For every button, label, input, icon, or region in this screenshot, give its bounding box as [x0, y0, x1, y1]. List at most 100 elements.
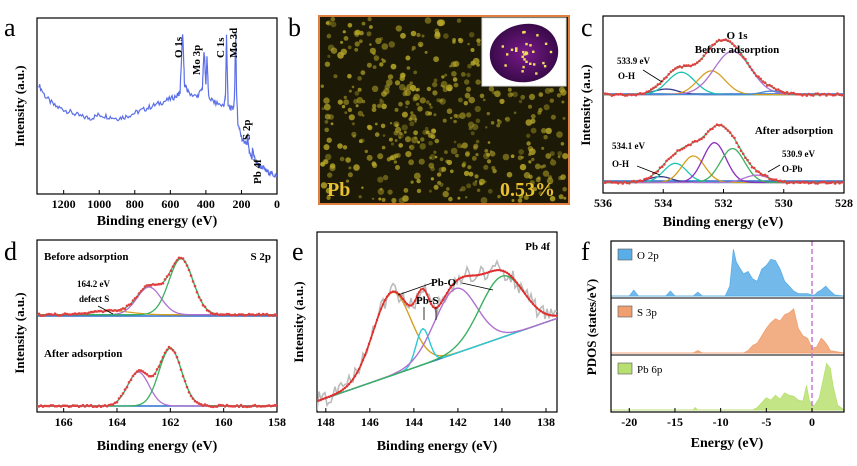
panel-e-fit-point [529, 300, 533, 303]
panel-b-map-dot [398, 143, 404, 148]
panel-b-map-dot [518, 99, 523, 104]
panel-b-map-dot [405, 151, 412, 158]
panel-b-map-dot [403, 188, 409, 193]
panel-c-after-raw-point [623, 180, 627, 184]
panel-c-after-raw-point [641, 180, 644, 183]
panel-b-map-dot [434, 31, 441, 37]
panel-b-map-dot [428, 140, 433, 146]
panel-b-map-dot [324, 113, 331, 120]
panel-b-map-dot [381, 91, 387, 97]
panel-d-before-raw-point [137, 292, 141, 295]
panel-e-fit-point [359, 363, 363, 366]
panel-d-after-raw-point [261, 405, 265, 408]
panel-b-map-dot [344, 111, 348, 114]
panel-b-map-dot [557, 151, 563, 156]
panel-d-after-raw-point [147, 374, 151, 378]
panel-a-annotation-mo3d: Mo 3d [228, 28, 240, 58]
panel-b-inset-dot [529, 62, 532, 65]
panel-c-before-raw-point [838, 93, 841, 96]
panel-b-map-dot [393, 160, 397, 164]
panel-b-map-dot [354, 90, 360, 96]
panel-d-before-raw-point [205, 309, 209, 312]
panel-d-after-raw-point [165, 348, 169, 352]
panel-b-inset-dot [529, 44, 532, 47]
panel-c-after-raw-point [814, 182, 817, 185]
panel-b-map-dot [475, 79, 481, 85]
panel-e-fit-point [425, 293, 429, 296]
panel-e-ann-pbo: Pb-O [431, 277, 457, 289]
panel-e-fit-point [411, 302, 415, 306]
panel-f-tick-label: -5 [761, 415, 771, 429]
panel-e-fit-point [473, 274, 477, 277]
panel-c-after-raw-point [812, 180, 815, 184]
panel-e-fit-point [535, 306, 539, 310]
panel-b-map-dot [446, 108, 453, 114]
panel-f-area-1 [611, 308, 845, 354]
panel-b-inset-dot [521, 70, 524, 73]
panel-b-map-dot [457, 196, 461, 200]
panel-d-before-raw-point [199, 299, 203, 302]
panel-d-after-raw-point [249, 405, 253, 408]
panel-d-before-raw-point [153, 283, 157, 287]
panel-b-map-dot [475, 153, 479, 157]
panel-b-map-dot [384, 84, 390, 90]
panel-d-before-raw-point [73, 312, 77, 315]
panel-b-map-dot [449, 116, 453, 120]
panel-d-after-raw-point [171, 349, 175, 352]
panel-d-before-raw-point [77, 312, 81, 315]
panel-b-map-dot [486, 152, 491, 157]
panel-b-map-dot [410, 30, 417, 37]
panel-d-before-raw-point [71, 312, 75, 316]
panel-d-after-raw-point [221, 404, 225, 407]
panel-c-after-raw-point [731, 134, 734, 138]
panel-c-after-raw-point [660, 165, 664, 168]
panel-b-map-dot [377, 176, 384, 183]
panel-d-after-raw-point [151, 374, 155, 378]
panel-c-before-raw-point [632, 93, 635, 96]
panel-c-before-raw-point [671, 68, 675, 72]
panel-c-after-raw-point [656, 169, 660, 173]
panel-c-before-raw-point [728, 40, 732, 43]
panel-e-arrow-pbo-right [461, 282, 494, 291]
panel-d-before-raw-point [39, 314, 43, 318]
panel-b-map-dot [348, 89, 352, 93]
panel-b-map-dot [549, 98, 554, 103]
panel-c-after-raw-point [755, 169, 758, 173]
panel-b-map-dot [404, 89, 412, 96]
panel-e-fit-point [371, 330, 375, 334]
panel-d-before-raw-point [79, 312, 83, 316]
panel-c-after-raw-point [614, 181, 618, 184]
panel-c-before-raw-point [617, 93, 620, 96]
panel-b-map-dot [546, 177, 554, 185]
panel-c-before-raw-point [820, 92, 824, 96]
panel-b: Pb 0.53% [318, 15, 570, 205]
panel-letter-b: b [288, 13, 301, 42]
panel-b-map-dot [464, 79, 470, 85]
panel-letter-a: a [4, 13, 16, 42]
panel-f-tick-label: -15 [667, 415, 683, 429]
panel-d-before-raw-point [231, 313, 235, 317]
panel-c-tick-label: 528 [835, 196, 853, 210]
panel-e-fit-point [485, 271, 489, 274]
panel-d-before-raw-point [265, 312, 269, 316]
panel-e-ann-pbs: Pb-S [416, 295, 439, 307]
panel-d-after-raw-point [223, 405, 227, 408]
panel-d: 166 164 162 160 158 Before adsorption S 2p 1… [12, 239, 286, 454]
panel-b-map-dot [347, 172, 353, 178]
panel-b-map-dot [421, 34, 425, 38]
panel-b-map-dot [471, 156, 477, 161]
panel-b-map-dot [473, 145, 478, 151]
panel-b-map-dot [324, 61, 331, 67]
panel-b-map-dot [463, 101, 468, 106]
panel-d-after-raw-point [231, 405, 235, 408]
panel-c-before-raw-point [726, 39, 730, 42]
panel-d-after-raw-point [127, 381, 131, 384]
panel-c-before-raw-point [724, 38, 727, 41]
panel-e-fit-point [517, 284, 521, 287]
panel-d-after-raw-point [191, 397, 195, 400]
panel-c-tick-label: 534 [654, 196, 672, 210]
panel-b-inset [481, 17, 567, 87]
panel-c-after-component-1 [603, 162, 844, 184]
panel-d-before-raw-point [135, 295, 139, 299]
panel-b-map-dot [486, 159, 492, 164]
